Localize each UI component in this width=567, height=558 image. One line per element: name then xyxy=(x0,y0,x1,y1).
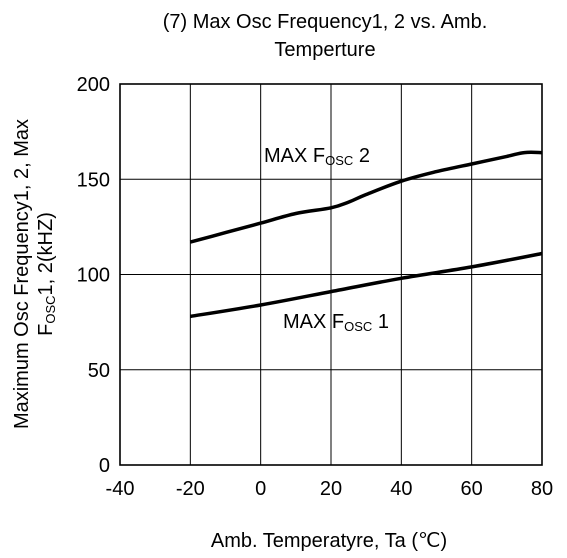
x-tick-label: 40 xyxy=(390,478,412,500)
y-axis-label: Maximum Osc Frequency1, 2, Max FOSC1, 2(… xyxy=(11,119,58,429)
y-tick-labels: 0 50 100 150 200 xyxy=(77,74,110,477)
x-tick-label: 0 xyxy=(255,478,266,500)
x-tick-label: -40 xyxy=(106,478,135,500)
x-tick-labels: -40 -20 0 20 40 60 80 xyxy=(106,478,554,500)
series-label-max-fosc-1: MAX FOSC 1 xyxy=(283,311,389,334)
x-tick-label: -20 xyxy=(176,478,205,500)
grid-lines xyxy=(120,84,542,465)
x-tick-label: 80 xyxy=(531,478,553,500)
y-tick-label: 0 xyxy=(99,455,110,477)
series-line-2 xyxy=(190,251,543,319)
x-tick-label: 20 xyxy=(320,478,342,500)
series-label-max-fosc-2: MAX FOSC 2 xyxy=(264,145,370,168)
plot-frame xyxy=(119,83,543,466)
x-tick-label: 60 xyxy=(461,478,483,500)
y-tick-label: 200 xyxy=(77,74,110,96)
x-axis-label: Amb. Temperatyre, Ta (℃) xyxy=(211,530,447,552)
chart-title-line1: (7) Max Osc Frequency1, 2 vs. Amb. xyxy=(163,11,488,33)
y-axis-label-line1: Maximum Osc Frequency1, 2, Max xyxy=(11,119,33,429)
y-tick-label: 100 xyxy=(77,265,110,287)
y-axis-label-line2: FOSC1, 2(kHZ) xyxy=(35,212,58,336)
y-tick-label: 150 xyxy=(77,169,110,191)
chart-title-line2: Temperture xyxy=(274,39,375,61)
series-line-1 xyxy=(189,150,543,244)
y-tick-label: 50 xyxy=(88,360,110,382)
series-lines xyxy=(189,150,543,319)
